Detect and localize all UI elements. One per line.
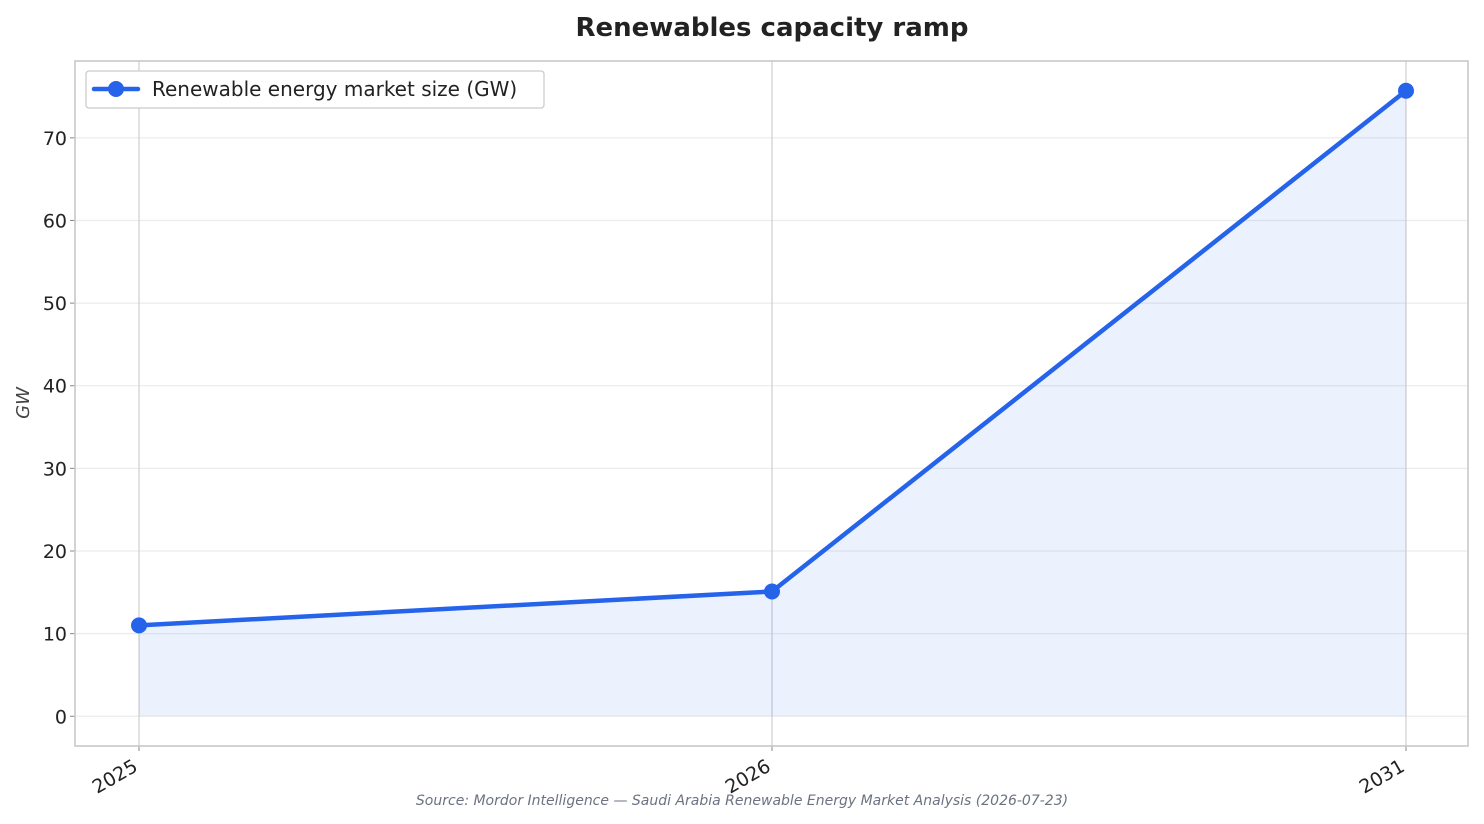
legend-box: [85, 70, 545, 109]
y-tick-label: 30: [43, 458, 67, 480]
plot-frame: [74, 60, 1469, 747]
data-points: [131, 82, 1414, 634]
grid: [75, 61, 1468, 746]
y-tick-label: 10: [43, 624, 67, 646]
area-fill-path: [139, 90, 1406, 717]
y-tick-label: 20: [43, 541, 67, 563]
y-tick-label: 50: [43, 293, 67, 315]
data-point: [131, 617, 147, 634]
y-axis-ticks: 0 10 20 30 40 50 60 70: [43, 128, 75, 728]
data-point: [1398, 82, 1414, 99]
y-tick-label: 40: [43, 376, 67, 398]
y-tick-label: 0: [55, 706, 67, 728]
y-tick-label: 60: [43, 210, 67, 232]
y-tick-label: 70: [43, 128, 67, 150]
data-point: [764, 583, 780, 600]
source-note: Source: Mordor Intelligence — Saudi Arab…: [416, 793, 1068, 809]
legend-label: Renewable energy market size (GW): [152, 77, 517, 101]
area-fill: [139, 90, 1406, 717]
x-tick-label: 2025: [89, 755, 142, 798]
legend-swatch-marker: [108, 81, 124, 97]
y-axis-label: GW: [13, 386, 34, 419]
x-tick-label: 2031: [1356, 755, 1409, 798]
chart-title: Renewables capacity ramp: [576, 13, 969, 43]
legend: Renewable energy market size (GW): [85, 70, 545, 109]
x-axis-ticks: 2025 2026 2031: [89, 746, 1409, 799]
